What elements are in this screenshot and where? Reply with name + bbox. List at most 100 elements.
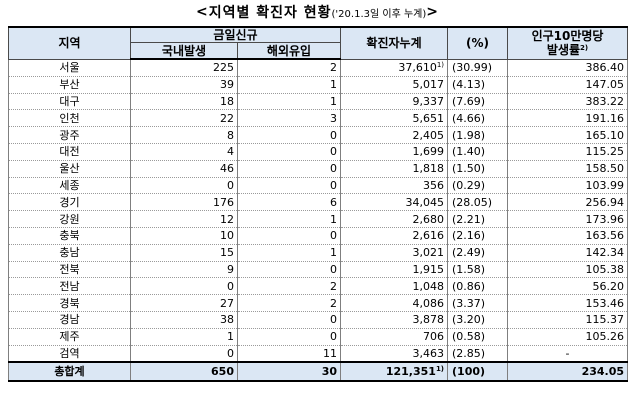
cell-cumulative: 3,463 <box>340 345 449 363</box>
cumulative-value: 3,021 <box>412 246 445 260</box>
cell-domestic: 46 <box>130 160 238 178</box>
cell-domestic: 9 <box>130 261 238 279</box>
cell-imported: 30 <box>236 361 342 383</box>
cell-imported: 2 <box>236 277 342 296</box>
cell-region: 총합계 <box>8 361 131 383</box>
cell-percent: (3.20) <box>447 311 509 329</box>
cell-domestic: 0 <box>130 345 238 363</box>
table-row: 서울 225 2 37,6101) (30.99) 386.40 <box>8 59 629 77</box>
cell-imported: 0 <box>236 143 342 161</box>
header-rate: 인구10만명당 발생률2) <box>507 26 629 60</box>
table-row: 충북 10 0 2,616 (2.16) 163.56 <box>8 227 629 245</box>
cell-domestic: 27 <box>130 294 238 312</box>
table-row: 검역 0 11 3,463 (2.85) - <box>8 345 629 363</box>
cell-region: 세종 <box>8 177 131 195</box>
cell-percent: (4.13) <box>447 76 509 94</box>
cell-cumulative: 1,699 <box>340 143 449 161</box>
cumulative-value: 1,048 <box>412 279 445 293</box>
table-row: 울산 46 0 1,818 (1.50) 158.50 <box>8 160 629 178</box>
header-rate-note: 2) <box>580 44 589 53</box>
cell-domestic: 4 <box>130 143 238 161</box>
cumulative-value: 37,610 <box>398 61 437 75</box>
cell-domestic: 0 <box>130 177 238 195</box>
cell-cumulative: 706 <box>340 328 449 346</box>
header-percent: (%) <box>447 26 509 60</box>
cell-percent: (2.16) <box>447 227 509 245</box>
cell-region: 울산 <box>8 160 131 178</box>
cell-percent: (1.58) <box>447 261 509 279</box>
table-row: 경북 27 2 4,086 (3.37) 153.46 <box>8 294 629 312</box>
cell-cumulative: 9,337 <box>340 93 449 111</box>
cell-cumulative: 1,818 <box>340 160 449 178</box>
cell-cumulative: 121,3511) <box>340 361 449 383</box>
cell-percent: (0.29) <box>447 177 509 195</box>
cell-cumulative: 1,048 <box>340 277 449 296</box>
cumulative-note: 1) <box>435 365 445 374</box>
header-rate-line2: 발생률 <box>546 43 581 58</box>
cell-domestic: 10 <box>130 227 238 245</box>
cell-imported: 1 <box>236 76 342 94</box>
cumulative-value: 3,463 <box>412 346 445 360</box>
cell-cumulative: 3,021 <box>340 244 449 262</box>
cell-rate: 105.38 <box>507 261 629 279</box>
cell-percent: (0.58) <box>447 328 509 346</box>
cell-imported: 0 <box>236 311 342 329</box>
cell-percent: (30.99) <box>447 59 509 77</box>
title-suffix: > <box>426 4 439 20</box>
cell-rate: 234.05 <box>507 361 629 383</box>
cell-imported: 0 <box>236 160 342 178</box>
cell-rate: 105.26 <box>507 328 629 346</box>
cell-percent: (7.69) <box>447 93 509 111</box>
table-row: 충남 15 1 3,021 (2.49) 142.34 <box>8 244 629 262</box>
cumulative-value: 5,651 <box>412 111 445 125</box>
cell-rate: 142.34 <box>507 244 629 262</box>
cell-rate: 115.25 <box>507 143 629 161</box>
cell-percent: (100) <box>447 361 509 383</box>
table-body: 서울 225 2 37,6101) (30.99) 386.40 부산 39 1 5,017 (4.… <box>8 59 629 383</box>
cell-region: 부산 <box>8 76 131 94</box>
cell-rate: 256.94 <box>507 193 629 212</box>
table-row: 부산 39 1 5,017 (4.13) 147.05 <box>8 76 629 94</box>
table-row: 강원 12 1 2,680 (2.21) 173.96 <box>8 210 629 228</box>
cell-imported: 11 <box>236 345 342 363</box>
cell-imported: 1 <box>236 244 342 262</box>
header-domestic: 국내발생 <box>130 42 238 60</box>
cell-domestic: 225 <box>130 59 238 77</box>
cell-domestic: 39 <box>130 76 238 94</box>
cell-domestic: 650 <box>130 361 238 383</box>
cell-rate: 147.05 <box>507 76 629 94</box>
total-row: 총합계 650 30 121,3511) (100) 234.05 <box>8 361 629 383</box>
cumulative-value: 34,045 <box>405 195 445 209</box>
cell-cumulative: 34,045 <box>340 193 449 212</box>
cumulative-value: 4,086 <box>412 296 445 310</box>
header-region: 지역 <box>8 26 131 60</box>
cell-region: 서울 <box>8 59 131 77</box>
cell-region: 경북 <box>8 294 131 312</box>
cumulative-value: 9,337 <box>412 94 445 108</box>
cell-region: 대구 <box>8 93 131 111</box>
cell-rate: - <box>507 345 629 363</box>
cell-percent: (1.98) <box>447 126 509 144</box>
regional-cases-table: 지역 금일신규 확진자누계 (%) 인구10만명당 발생률2) 국내발생 해외유… <box>8 26 629 383</box>
cell-rate: 191.16 <box>507 109 629 128</box>
cumulative-value: 121,351 <box>385 365 436 379</box>
cell-region: 전남 <box>8 277 131 296</box>
cumulative-value: 1,699 <box>412 145 445 159</box>
cell-region: 경남 <box>8 311 131 329</box>
cell-domestic: 15 <box>130 244 238 262</box>
cell-region: 충남 <box>8 244 131 262</box>
table-row: 전북 9 0 1,915 (1.58) 105.38 <box>8 261 629 279</box>
header-rate-line1: 인구10만명당 <box>531 29 604 44</box>
cell-domestic: 18 <box>130 93 238 111</box>
cell-region: 경기 <box>8 193 131 212</box>
cumulative-value: 1,915 <box>412 262 445 276</box>
cell-domestic: 176 <box>130 193 238 212</box>
cell-region: 인천 <box>8 109 131 128</box>
cell-imported: 0 <box>236 126 342 144</box>
cell-rate: 173.96 <box>507 210 629 228</box>
cell-rate: 115.37 <box>507 311 629 329</box>
cell-imported: 0 <box>236 227 342 245</box>
cell-cumulative: 37,6101) <box>340 59 449 77</box>
header-rate-line2-wrap: 발생률2) <box>508 43 627 57</box>
cumulative-value: 5,017 <box>412 78 445 92</box>
